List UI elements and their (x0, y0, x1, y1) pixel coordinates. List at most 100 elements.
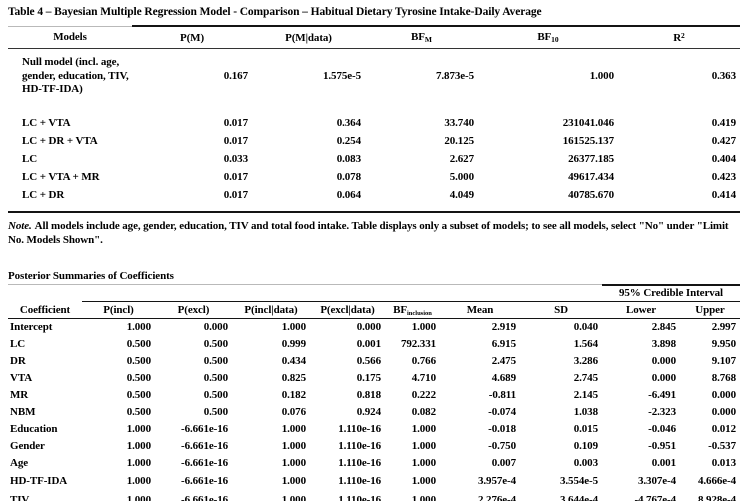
cell-r2: 0.423 (711, 170, 736, 183)
cell-pincl: 1.000 (126, 457, 151, 469)
cell-bf10: 1.000 (589, 69, 614, 82)
cell-pexcldata: 1.110e-16 (338, 440, 381, 452)
posterior-summaries-table: 95% Credible Interval Coefficient P(incl… (8, 283, 740, 501)
cell-bfinclusion: 0.222 (411, 389, 436, 401)
bfm-base: BF (411, 31, 425, 43)
cell-pincldata: 1.000 (281, 457, 306, 469)
cell-sd: 0.040 (573, 321, 598, 333)
cell-coefficient: LC (10, 338, 26, 350)
model-table-header-row: Models P(M) P(M|data) BFM BF10 R2 (8, 25, 740, 49)
cell-bfm: 4.049 (365, 185, 478, 213)
coef-row: Age 1.000 -6.661e-16 1.000 1.110e-16 1.0… (8, 455, 740, 472)
cell-pincl: 0.500 (126, 355, 151, 367)
cell-pincl: 0.500 (126, 406, 151, 418)
coef-row: TIV 1.000 -6.661e-16 1.000 1.110e-16 1.0… (8, 490, 740, 501)
col-header-upper: Upper (680, 301, 740, 319)
cell-coefficient: TIV (8, 490, 82, 501)
cell-bfinclusion: 1.000 (411, 440, 436, 452)
note-text: All models include age, gender, educatio… (8, 219, 729, 246)
cell-mean: 6.915 (491, 338, 516, 350)
bfincl-subscript: inclusion (406, 309, 432, 317)
cell-pexcldata: 0.566 (356, 355, 381, 367)
cell-sd: 0.015 (573, 423, 598, 435)
cell-lower: -0.046 (648, 423, 676, 435)
cell-pexcl: -6.661e-16 (181, 423, 228, 435)
cell-pexcldata: 0.175 (356, 372, 381, 384)
cell-mean: 3.957e-4 (478, 475, 516, 487)
cell-pexcl: -6.661e-16 (155, 490, 232, 501)
col-header-bfm: BFM (365, 25, 478, 49)
cell-pm: 0.017 (223, 170, 248, 183)
cell-pmdata: 1.575e-5 (323, 69, 361, 82)
cell-pincldata: 1.000 (281, 475, 306, 487)
cell-upper: 0.012 (711, 423, 736, 435)
r2-base: R (673, 32, 682, 44)
bf10-subscript: 10 (551, 35, 559, 44)
cell-pincl: 0.500 (126, 372, 151, 384)
cell-bfinclusion: 4.710 (411, 372, 436, 384)
cell-lower: 0.000 (651, 372, 676, 384)
cell-bfinclusion: 1.000 (385, 490, 440, 501)
col-header-pm: P(M) (132, 25, 252, 49)
cell-pincl: 1.000 (126, 440, 151, 452)
cell-pincldata: 1.000 (281, 423, 306, 435)
cell-lower: 3.898 (651, 338, 676, 350)
model-row: Null model (incl. age, gender, education… (8, 49, 740, 102)
cell-model-name: LC + VTA + MR (22, 170, 100, 183)
cell-pexcldata: 1.110e-16 (338, 457, 381, 469)
cell-upper: -0.537 (708, 440, 736, 452)
coef-row: Intercept 1.000 0.000 1.000 0.000 1.000 … (8, 318, 740, 336)
cell-model-name: Null model (incl. age, gender, education… (22, 56, 129, 95)
cell-coefficient: DR (10, 355, 26, 367)
cell-sd: 1.038 (573, 406, 598, 418)
cell-upper: 4.666e-4 (698, 475, 736, 487)
cell-bfinclusion: 1.000 (411, 475, 436, 487)
cell-pm: 0.017 (132, 185, 252, 213)
bf10-base: BF (537, 31, 552, 43)
coef-table-header-row: Coefficient P(incl) P(excl) P(incl|data)… (8, 301, 740, 319)
cell-sd: 3.644e-4 (520, 490, 602, 501)
cell-pmdata: 0.078 (336, 170, 361, 183)
cell-pexcldata: 0.924 (356, 406, 381, 418)
cell-pmdata: 0.083 (336, 152, 361, 165)
cell-pexcl: 0.500 (203, 372, 228, 384)
cell-upper: 8.928e-4 (680, 490, 740, 501)
col-header-lower: Lower (602, 301, 680, 319)
cell-sd: 0.109 (573, 440, 598, 452)
cell-bfm: 20.125 (444, 134, 474, 147)
bfincl-base: BF (393, 303, 407, 316)
coef-row: VTA 0.500 0.500 0.825 0.175 4.710 4.689 … (8, 370, 740, 387)
cell-mean: 4.689 (491, 372, 516, 384)
spacer-cell (8, 102, 740, 114)
model-comparison-table: Models P(M) P(M|data) BFM BF10 R2 Null m… (8, 25, 740, 213)
cell-mean: 2.919 (491, 321, 516, 333)
cell-lower: -0.951 (648, 440, 676, 452)
cell-pexcl: -6.661e-16 (181, 440, 228, 452)
cell-pincldata: 1.000 (281, 321, 306, 333)
cell-sd: 0.003 (573, 457, 598, 469)
cell-upper: 0.000 (711, 406, 736, 418)
col-header-pexcldata: P(excl|data) (310, 301, 385, 319)
cell-coefficient: VTA (10, 372, 33, 384)
cell-mean: -0.750 (488, 440, 516, 452)
model-row: LC + DR + VTA 0.017 0.254 20.125 161525.… (8, 132, 740, 150)
cell-lower: 2.845 (651, 321, 676, 333)
cell-sd: 2.145 (573, 389, 598, 401)
cell-pexcl: 0.500 (203, 406, 228, 418)
cell-bf10: 40785.670 (478, 185, 618, 213)
cell-lower: -2.323 (648, 406, 676, 418)
cell-bf10: 49617.434 (568, 170, 614, 183)
cell-pm: 0.017 (223, 134, 248, 147)
cell-bfm: 33.740 (444, 116, 474, 129)
coef-row: MR 0.500 0.500 0.182 0.818 0.222 -0.811 … (8, 387, 740, 404)
cell-pm: 0.033 (223, 152, 248, 165)
cell-pexcldata: 1.110e-16 (338, 475, 381, 487)
cell-r2: 0.414 (618, 185, 740, 213)
cell-coefficient: Age (10, 457, 29, 469)
cell-pincl: 1.000 (126, 423, 151, 435)
cell-lower: -4.767e-4 (602, 490, 680, 501)
table-title: Table 4 – Bayesian Multiple Regression M… (8, 6, 542, 18)
cell-pmdata: 0.254 (336, 134, 361, 147)
col-header-coefficient: Coefficient (8, 301, 82, 319)
